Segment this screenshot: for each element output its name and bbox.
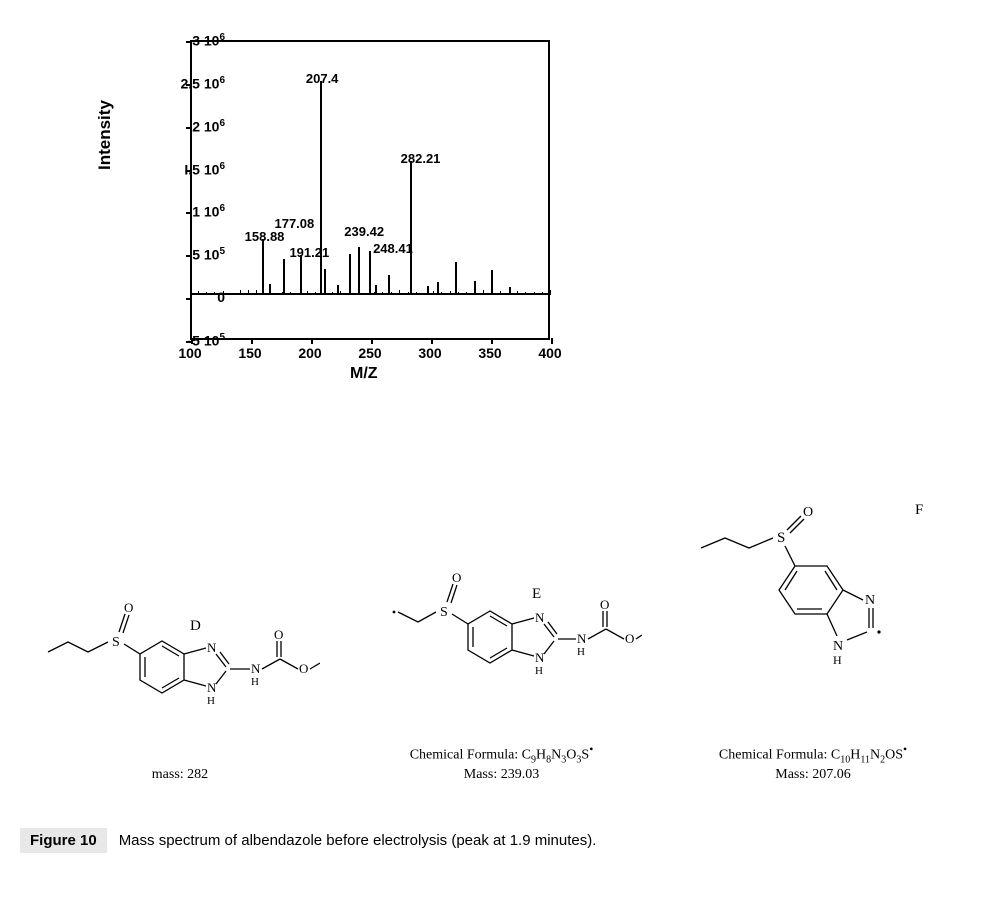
plot-area: 158.88177.08 191.21 207.4 239.42 248.41 282.2… [190, 40, 550, 340]
x-tick-label: 300 [418, 345, 441, 361]
svg-text:O: O [274, 627, 283, 642]
svg-text:O: O [600, 597, 609, 612]
svg-text:O: O [299, 661, 308, 676]
spectrum-peak [320, 81, 322, 295]
mass-spectrum-chart: Intensity M/Z 158.88177.08191.21207.4239… [100, 20, 600, 400]
molecule-d-svg: S O N N H N H [40, 580, 320, 760]
spectrum-peak [509, 287, 511, 295]
svg-text:S: S [112, 635, 120, 650]
svg-text:N: N [207, 680, 217, 695]
y-tick-label: 1 106 [165, 203, 225, 220]
spectrum-peak [388, 275, 390, 295]
structure-f: S O N N H F C [673, 500, 953, 783]
svg-text:H: H [577, 646, 585, 658]
spectrum-peak [455, 262, 457, 295]
x-tick-label: 200 [298, 345, 321, 361]
spectrum-peak [269, 284, 271, 295]
structure-d: S O N N H N H [30, 580, 330, 783]
structure-f-mass: Mass: 207.06 [673, 767, 953, 783]
structure-e-mass: Mass: 239.03 [352, 767, 652, 783]
svg-text:O: O [625, 631, 634, 646]
x-tick-label: 100 [178, 345, 201, 361]
spectrum-peak [491, 270, 493, 295]
molecule-f-svg: S O N N H F [683, 500, 943, 730]
svg-text:N: N [251, 661, 261, 676]
svg-text:N: N [865, 593, 875, 608]
peak-label: 207.4 [306, 71, 339, 86]
peak-label: 158.88 [245, 229, 285, 244]
caption-label: Figure 10 [20, 828, 107, 853]
structure-e-formula: Chemical Formula: C9H8N3O3S• [352, 743, 652, 765]
peak-label: 282.21 [401, 151, 441, 166]
spectrum-peak [437, 282, 439, 295]
svg-text:H: H [535, 665, 543, 677]
y-tick-label: 2.5 106 [165, 75, 225, 92]
structure-d-letter: D [190, 618, 201, 634]
structure-d-mass: mass: 282 [30, 767, 330, 783]
svg-text:S: S [440, 605, 448, 620]
spectrum-peak [410, 161, 412, 296]
structure-f-letter: F [915, 502, 923, 518]
svg-text:H: H [833, 653, 842, 667]
peak-label: 248.41 [373, 241, 413, 256]
x-tick-label: 400 [538, 345, 561, 361]
peak-label: 239.42 [344, 224, 384, 239]
y-tick-label: 3 106 [165, 32, 225, 49]
spectrum-peak [262, 239, 264, 295]
spectrum-peak [369, 251, 371, 296]
spectrum-peak [375, 285, 377, 295]
peak-label: 191.21 [289, 245, 329, 260]
caption-text: Mass spectrum of albendazole before elec… [119, 832, 597, 849]
svg-text:N: N [535, 610, 545, 625]
spectrum-peak [300, 255, 302, 295]
figure-caption: Figure 10 Mass spectrum of albendazole b… [20, 828, 963, 853]
spectrum-peak [427, 286, 429, 295]
y-tick-label: I.5 106 [165, 161, 225, 178]
svg-text:N: N [207, 640, 217, 655]
peak-label: 177.08 [274, 216, 314, 231]
svg-text:O: O [803, 505, 813, 520]
x-axis-label: M/Z [350, 365, 378, 383]
svg-text:N: N [833, 639, 843, 654]
svg-text:N: N [535, 650, 545, 665]
structure-e-letter: E [532, 586, 541, 602]
x-tick-label: 350 [478, 345, 501, 361]
svg-text:H: H [251, 676, 259, 688]
svg-text:O: O [124, 600, 133, 615]
structure-f-formula: Chemical Formula: C10H11N2OS• [673, 743, 953, 765]
y-axis-label: Intensity [95, 100, 115, 170]
x-tick-label: 150 [238, 345, 261, 361]
structures-row: S O N N H N H [20, 500, 963, 783]
structure-e: S O N N H N H O O [352, 550, 652, 783]
svg-text:H: H [207, 695, 215, 707]
svg-text:N: N [577, 631, 587, 646]
spectrum-peak [283, 259, 285, 295]
y-tick-label: 0 [165, 289, 225, 305]
svg-text:O: O [452, 570, 461, 585]
spectrum-peak [358, 247, 360, 295]
y-tick-label: 5 105 [165, 246, 225, 263]
x-tick-label: 250 [358, 345, 381, 361]
spectrum-peak [349, 254, 351, 295]
svg-text:S: S [777, 530, 785, 546]
y-tick-label: 2 106 [165, 118, 225, 135]
molecule-e-svg: S O N N H N H O O [362, 550, 642, 730]
spectrum-peak [337, 285, 339, 295]
